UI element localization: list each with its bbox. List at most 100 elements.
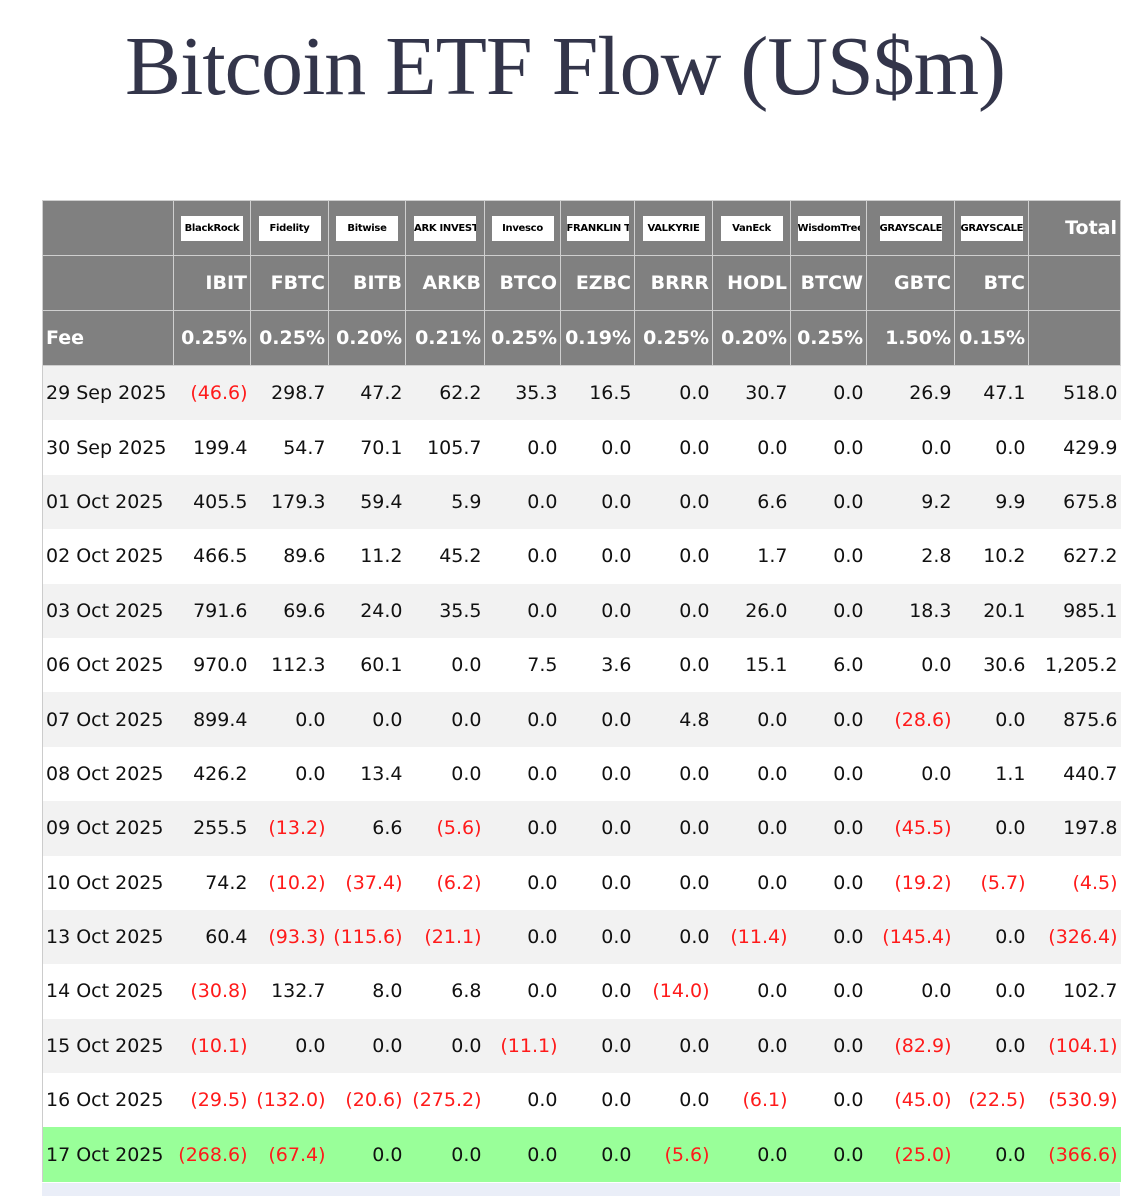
flow-cell: 0.0: [527, 762, 558, 785]
flow-cell: 0.0: [527, 436, 558, 459]
fund-logo: ARK INVEST: [414, 215, 476, 241]
flow-cell: 0.0: [601, 1089, 632, 1112]
flow-cell: 10.2: [983, 545, 1026, 568]
flow-cell: (22.5): [968, 1089, 1026, 1112]
date-cell: 06 Oct 2025: [46, 654, 164, 677]
flow-cell: 0.0: [833, 926, 864, 949]
fund-logo: VALKYRIE: [642, 215, 705, 241]
table-row: 15 Oct 2025 (10.1) 0.0 0.0 0.0 (11.1) 0.0 0.0 0.…: [42, 1018, 1121, 1074]
flow-cell: 0.0: [833, 490, 864, 513]
flow-cell: 0.0: [527, 1089, 558, 1112]
date-cell: 29 Sep 2025: [46, 382, 167, 405]
flow-cell: 0.0: [921, 436, 952, 459]
flow-cell: 0.0: [601, 436, 632, 459]
flow-cell: (28.6): [894, 708, 952, 731]
next-row-stub: [42, 1183, 1120, 1196]
flow-cell: 0.0: [527, 926, 558, 949]
flow-cell: 1.1: [995, 762, 1026, 785]
ticker-header: ARKB: [405, 255, 485, 311]
table-row: 14 Oct 2025 (30.8) 132.7 8.0 6.8 0.0 0.0 (14.0)…: [42, 964, 1121, 1019]
flow-cell: 0.0: [833, 762, 864, 785]
flow-cell: (145.4): [882, 926, 952, 949]
flow-cell: 59.4: [360, 490, 403, 513]
date-cell: 14 Oct 2025: [46, 980, 164, 1003]
flow-cell: 112.3: [271, 654, 326, 677]
flow-cell: 47.1: [983, 382, 1026, 405]
ticker-header: IBIT: [173, 255, 251, 311]
flow-cell: 0.0: [451, 1034, 482, 1057]
flow-cell: 0.0: [601, 1143, 632, 1166]
flow-cell: (19.2): [894, 871, 952, 894]
flow-cell: 426.2: [193, 762, 248, 785]
flow-cell: 199.4: [193, 436, 248, 459]
ticker-header: FBTC: [250, 255, 329, 311]
flow-cell: 0.0: [995, 708, 1026, 731]
flow-cell: 35.3: [515, 382, 558, 405]
flow-cell: 8.0: [372, 980, 403, 1003]
flow-cell: 6.6: [372, 817, 403, 840]
total-cell: 429.9: [1063, 436, 1118, 459]
flow-cell: 0.0: [679, 926, 710, 949]
total-cell: (4.5): [1072, 871, 1118, 894]
flow-cell: (268.6): [178, 1143, 248, 1166]
flow-cell: 60.4: [205, 926, 248, 949]
flow-cell: 0.0: [995, 1034, 1026, 1057]
flow-cell: 0.0: [679, 654, 710, 677]
flow-cell: 0.0: [451, 654, 482, 677]
total-cell: (530.9): [1048, 1089, 1118, 1112]
total-cell: 1,205.2: [1044, 654, 1118, 677]
table-row: 06 Oct 2025 970.0 112.3 60.1 0.0 7.5 3.6 0.0 15.…: [42, 637, 1121, 693]
ticker-header: BTCW: [790, 255, 867, 311]
flow-cell: 0.0: [372, 1143, 403, 1166]
flow-cell: (30.8): [190, 980, 248, 1003]
flow-cell: (29.5): [190, 1089, 248, 1112]
table-row: 01 Oct 2025 405.5 179.3 59.4 5.9 0.0 0.0 0.0 6.6…: [42, 474, 1121, 530]
table-row: 17 Oct 2025 (268.6) (67.4) 0.0 0.0 0.0 0.0 (5.6…: [42, 1127, 1121, 1182]
flow-cell: 3.6: [601, 654, 632, 677]
flow-cell: 0.0: [527, 490, 558, 513]
flow-cell: 0.0: [679, 1089, 710, 1112]
flow-cell: 105.7: [427, 436, 482, 459]
flow-cell: 0.0: [372, 1034, 403, 1057]
flow-cell: 0.0: [921, 980, 952, 1003]
table-row: 08 Oct 2025 426.2 0.0 13.4 0.0 0.0 0.0 0.0 0.0 0.…: [42, 746, 1121, 802]
fee-value: 0.25%: [173, 310, 251, 366]
fund-logo-cell: WisdomTree: [790, 200, 867, 256]
flow-cell: 0.0: [679, 382, 710, 405]
fee-value: 0.25%: [484, 310, 561, 366]
flow-cell: 16.5: [589, 382, 632, 405]
flow-cell: 0.0: [833, 1034, 864, 1057]
flow-cell: 132.7: [271, 980, 326, 1003]
flow-cell: 0.0: [833, 436, 864, 459]
fund-logo-cell: VanEck: [712, 200, 791, 256]
flow-cell: 35.5: [439, 599, 482, 622]
flow-cell: 0.0: [295, 762, 326, 785]
header-blank: [1028, 255, 1121, 311]
flow-cell: 0.0: [601, 926, 632, 949]
flow-cell: (67.4): [268, 1143, 326, 1166]
date-cell: 15 Oct 2025: [46, 1034, 164, 1057]
flow-cell: 0.0: [833, 1089, 864, 1112]
table-row: 30 Sep 2025 199.4 54.7 70.1 105.7 0.0 0.0 0.0 0.…: [42, 420, 1121, 475]
ticker-header: HODL: [712, 255, 791, 311]
flow-cell: 899.4: [193, 708, 248, 731]
table-row: 10 Oct 2025 74.2 (10.2) (37.4) (6.2) 0.0 0.0 0.…: [42, 855, 1121, 910]
table-row: 02 Oct 2025 466.5 89.6 11.2 45.2 0.0 0.0 0.0 1.7…: [42, 529, 1121, 584]
flow-cell: 466.5: [193, 545, 248, 568]
flow-cell: 0.0: [833, 1143, 864, 1166]
flow-cell: 0.0: [995, 436, 1026, 459]
flow-cell: 0.0: [757, 980, 788, 1003]
flow-cell: 9.9: [995, 490, 1026, 513]
flow-cell: 0.0: [527, 545, 558, 568]
flow-cell: 0.0: [295, 1034, 326, 1057]
ticker-header: BTC: [954, 255, 1029, 311]
flow-cell: 0.0: [295, 708, 326, 731]
flow-cell: 54.7: [283, 436, 326, 459]
fee-label: Fee: [42, 310, 174, 366]
flow-cell: 0.0: [921, 762, 952, 785]
ticker-header: BRRR: [634, 255, 713, 311]
flow-cell: 4.8: [679, 708, 710, 731]
date-cell: 17 Oct 2025: [46, 1143, 164, 1166]
ticker-header: EZBC: [560, 255, 635, 311]
flow-cell: 70.1: [360, 436, 403, 459]
